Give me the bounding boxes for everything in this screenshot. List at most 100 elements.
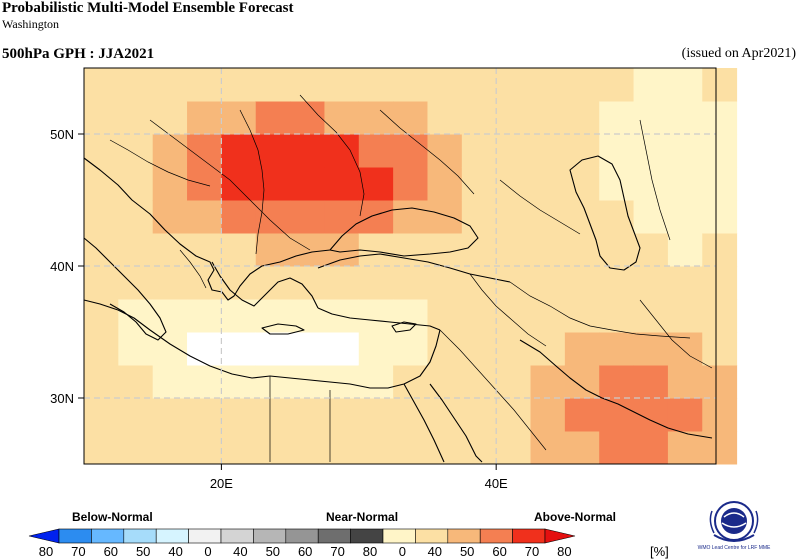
legend-tick-label: 80 <box>363 544 377 559</box>
grid-cell <box>461 101 497 135</box>
legend-unit: [%] <box>650 544 669 559</box>
grid-cell <box>667 266 703 300</box>
near-normal-label: Near-Normal <box>326 510 399 524</box>
grid-cell <box>702 68 738 102</box>
grid-cell <box>221 200 257 234</box>
grid-cell <box>255 200 291 234</box>
grid-cell <box>118 233 154 267</box>
grid-cell <box>221 233 257 267</box>
grid-cell <box>118 68 154 102</box>
grid-cell <box>599 134 635 168</box>
grid-cell <box>358 431 394 465</box>
grid-cell <box>633 233 669 267</box>
grid-cell <box>152 398 188 432</box>
grid-cell <box>496 266 532 300</box>
grid-cell <box>702 134 738 168</box>
legend-tick-label: 60 <box>104 544 118 559</box>
grid-cell <box>496 365 532 399</box>
grid-cell <box>118 101 154 135</box>
grid-cell <box>633 167 669 201</box>
logo-caption: WMO Lead Centre for LRF MME <box>697 545 771 551</box>
coast-cyprus <box>391 321 417 333</box>
grid-cell <box>667 365 703 399</box>
grid-cell <box>461 332 497 366</box>
variable-label: 500hPa GPH : JJA2021 <box>2 46 155 62</box>
grid-cell <box>393 134 428 168</box>
legend-tick-labels: 80 70 60 50 40 0 40 50 60 70 80 0 40 50 60 70 80 [%] <box>39 544 669 559</box>
grid-cell <box>118 200 154 234</box>
grid-cell <box>358 233 394 267</box>
grid-cell <box>152 332 188 366</box>
grid-cell <box>324 332 360 366</box>
grid-cell <box>221 68 257 102</box>
legend-swatch <box>253 528 287 544</box>
grid-cell <box>118 266 154 300</box>
grid-cell <box>496 299 532 333</box>
grid-cell <box>255 299 291 333</box>
lon-tick-label: 40E <box>485 476 508 491</box>
grid-cell <box>667 200 703 234</box>
legend-tick-label: 70 <box>71 544 85 559</box>
grid-cell <box>599 101 635 135</box>
grid-cell <box>633 365 669 399</box>
grid-cell <box>84 332 119 366</box>
grid-cell <box>290 398 325 432</box>
grid-cell <box>427 200 463 234</box>
grid-cell <box>461 299 497 333</box>
grid-cell <box>221 332 257 366</box>
grid-cell <box>358 68 394 102</box>
grid-cell <box>633 101 669 135</box>
grid-cell <box>118 134 154 168</box>
grid-cell <box>530 431 566 465</box>
grid-cell <box>221 134 257 168</box>
grid-cell <box>427 332 463 366</box>
grid-cell <box>187 299 222 333</box>
grid-cell <box>118 431 154 465</box>
grid-cell <box>530 68 566 102</box>
grid-cell <box>187 233 222 267</box>
grid-cell <box>187 398 222 432</box>
grid-cell <box>530 365 566 399</box>
axis-ticks: 20E 40E 50N 40N 30N <box>50 127 508 491</box>
coast-anatolia <box>317 253 511 331</box>
grid-cell <box>461 200 497 234</box>
lat-tick-label: 50N <box>50 127 74 142</box>
grid-cell <box>599 365 635 399</box>
grid-cell <box>358 101 394 135</box>
grid-cell <box>667 134 703 168</box>
grid-cell <box>530 134 566 168</box>
grid-cell <box>290 233 325 267</box>
issued-date: (issued on Apr2021) <box>681 46 796 61</box>
grid-cell <box>358 200 394 234</box>
legend-swatch <box>512 528 546 544</box>
grid-cell <box>564 266 600 300</box>
grid-cell <box>702 398 738 432</box>
grid-cell <box>324 266 360 300</box>
grid-cell <box>255 431 291 465</box>
grid-cell <box>255 101 291 135</box>
legend-tick-label: 70 <box>330 544 344 559</box>
grid-cell <box>152 266 188 300</box>
legend-tick-label: 70 <box>525 544 539 559</box>
grid-cell <box>530 398 566 432</box>
grid-cell <box>427 101 463 135</box>
grid-cell <box>393 299 428 333</box>
grid-cell <box>84 365 119 399</box>
grid-cell <box>152 233 188 267</box>
grid-cell <box>152 68 188 102</box>
grid-cell <box>461 365 497 399</box>
grid-cell <box>187 266 222 300</box>
grid-cell <box>324 167 360 201</box>
legend-swatch <box>285 528 319 544</box>
grid-cell <box>152 365 188 399</box>
legend-tick-label: 80 <box>39 544 53 559</box>
coast-crete <box>261 323 305 335</box>
legend-arrow-above <box>544 528 576 544</box>
coast-red-sea <box>403 383 483 463</box>
grid-cell <box>393 68 428 102</box>
grid-cell <box>290 266 325 300</box>
grid-cell <box>564 68 600 102</box>
grid-cell <box>599 332 635 366</box>
grid-cell <box>290 431 325 465</box>
grid-cell <box>393 332 428 366</box>
